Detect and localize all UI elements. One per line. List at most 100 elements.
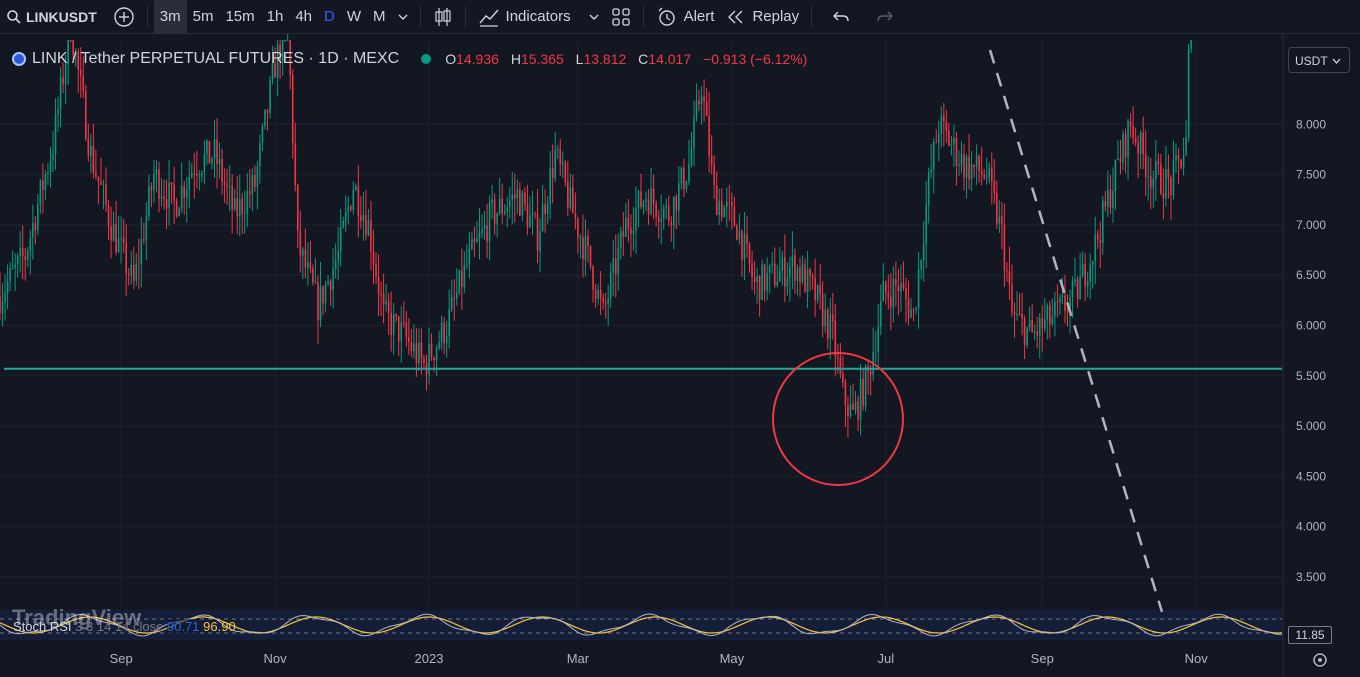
- candle-up: [246, 191, 249, 214]
- candle-up: [44, 174, 47, 191]
- candle-down: [158, 169, 160, 199]
- candle-down: [640, 191, 642, 208]
- alert-button[interactable]: Alert: [650, 0, 721, 33]
- timeframe-w[interactable]: W: [346, 8, 362, 25]
- candle-up: [612, 258, 615, 273]
- candle-up: [781, 257, 784, 271]
- candle-up: [476, 238, 478, 242]
- candle-up: [511, 194, 514, 201]
- candle-down: [1129, 121, 1132, 126]
- candle-down: [943, 115, 945, 122]
- candle-up: [768, 265, 771, 273]
- templates-button[interactable]: [605, 0, 637, 33]
- candle-up: [1112, 191, 1114, 208]
- timeframe-5m[interactable]: 5m: [192, 8, 214, 25]
- candle-up: [238, 198, 241, 217]
- time-axis[interactable]: Sep Nov 2023 Mar May Jul Sep Nov: [110, 651, 1327, 667]
- candle-down: [1177, 154, 1180, 160]
- candle-down: [390, 313, 392, 335]
- candle-down: [231, 186, 233, 210]
- candle-down: [746, 234, 748, 244]
- tradingview-watermark: TradingView: [12, 605, 142, 630]
- candle-down: [382, 294, 385, 305]
- candle-down: [784, 257, 786, 287]
- currency-selector[interactable]: USDT: [1288, 47, 1350, 73]
- candle-down: [21, 248, 24, 257]
- symbol-search[interactable]: LINKUSDT: [0, 0, 103, 33]
- candle-up: [1190, 40, 1192, 49]
- candle-down: [1124, 133, 1127, 158]
- settings-gear-icon[interactable]: [1313, 653, 1327, 667]
- candle-down: [945, 121, 948, 131]
- candle-down: [443, 322, 445, 344]
- candle-down: [627, 218, 630, 229]
- candle-up: [1, 301, 4, 313]
- candle-up: [319, 286, 322, 321]
- candle-down: [143, 239, 145, 241]
- undo-button[interactable]: [826, 0, 856, 33]
- timeframe-d[interactable]: D: [324, 8, 335, 25]
- candle-down: [589, 245, 592, 267]
- candle-down: [87, 139, 90, 156]
- candle-up: [1127, 121, 1129, 158]
- timeframe-m[interactable]: M: [373, 8, 386, 25]
- candle-up: [327, 280, 329, 285]
- candle-up: [445, 336, 448, 344]
- candle-up: [26, 250, 29, 260]
- candle-up: [344, 211, 347, 221]
- candle-up: [478, 232, 481, 239]
- candle-down: [963, 154, 965, 178]
- candle-up: [635, 208, 637, 231]
- candle-down: [826, 309, 829, 339]
- replay-button[interactable]: Replay: [720, 0, 805, 33]
- candle-down: [42, 180, 44, 191]
- candle-up: [771, 263, 774, 266]
- candle-up: [650, 188, 652, 215]
- chart-type-button[interactable]: [427, 0, 459, 33]
- candle-down: [728, 201, 731, 203]
- candle-down: [862, 378, 864, 406]
- candle-down: [1023, 318, 1026, 345]
- candle-down: [317, 282, 319, 321]
- timeframe-1h[interactable]: 1h: [266, 8, 284, 25]
- candle-down: [291, 75, 294, 144]
- candle-down: [274, 63, 276, 78]
- candle-up: [256, 166, 259, 187]
- candle-up: [1016, 313, 1018, 315]
- candle-down: [1157, 161, 1160, 165]
- candle-down: [844, 382, 847, 406]
- candle-down: [720, 200, 723, 217]
- candle-up: [726, 201, 728, 208]
- candle-up: [324, 284, 327, 304]
- timeframe-dropdown[interactable]: [392, 0, 414, 33]
- candle-up: [428, 343, 430, 375]
- chevron-down-icon: [1332, 58, 1341, 64]
- candle-up: [269, 80, 271, 113]
- candle-down: [551, 167, 554, 179]
- candle-up: [680, 167, 683, 184]
- compare-button[interactable]: [107, 0, 141, 33]
- candle-up: [117, 238, 120, 253]
- candle-up: [140, 239, 143, 265]
- candle-up: [1086, 281, 1089, 287]
- price-chart[interactable]: 3.500 4.000 4.500 5.000 5.500 6.000 6.500 7.000…: [0, 34, 1360, 677]
- timeframe-15m[interactable]: 15m: [225, 8, 255, 25]
- candle-down: [912, 309, 915, 311]
- candle-down: [703, 96, 705, 102]
- candle-up: [203, 154, 206, 173]
- timeframe-4h[interactable]: 4h: [295, 8, 313, 25]
- candle-down: [1066, 310, 1069, 312]
- candle-down: [857, 401, 859, 420]
- candle-up: [531, 213, 534, 216]
- candle-up: [362, 214, 365, 221]
- indicators-button[interactable]: Indicators: [472, 0, 605, 33]
- candle-up: [685, 181, 688, 189]
- timeframe-3m[interactable]: 3m: [153, 0, 187, 33]
- candle-up: [660, 219, 662, 222]
- redo-button[interactable]: [870, 0, 900, 33]
- price-axis[interactable]: 3.500 4.000 4.500 5.000 5.500 6.000 6.500 7.000…: [1282, 34, 1326, 677]
- candle-up: [352, 189, 355, 210]
- candle-down: [582, 237, 584, 260]
- price-tick-label: 8.000: [1296, 117, 1326, 131]
- candle-down: [1170, 178, 1172, 196]
